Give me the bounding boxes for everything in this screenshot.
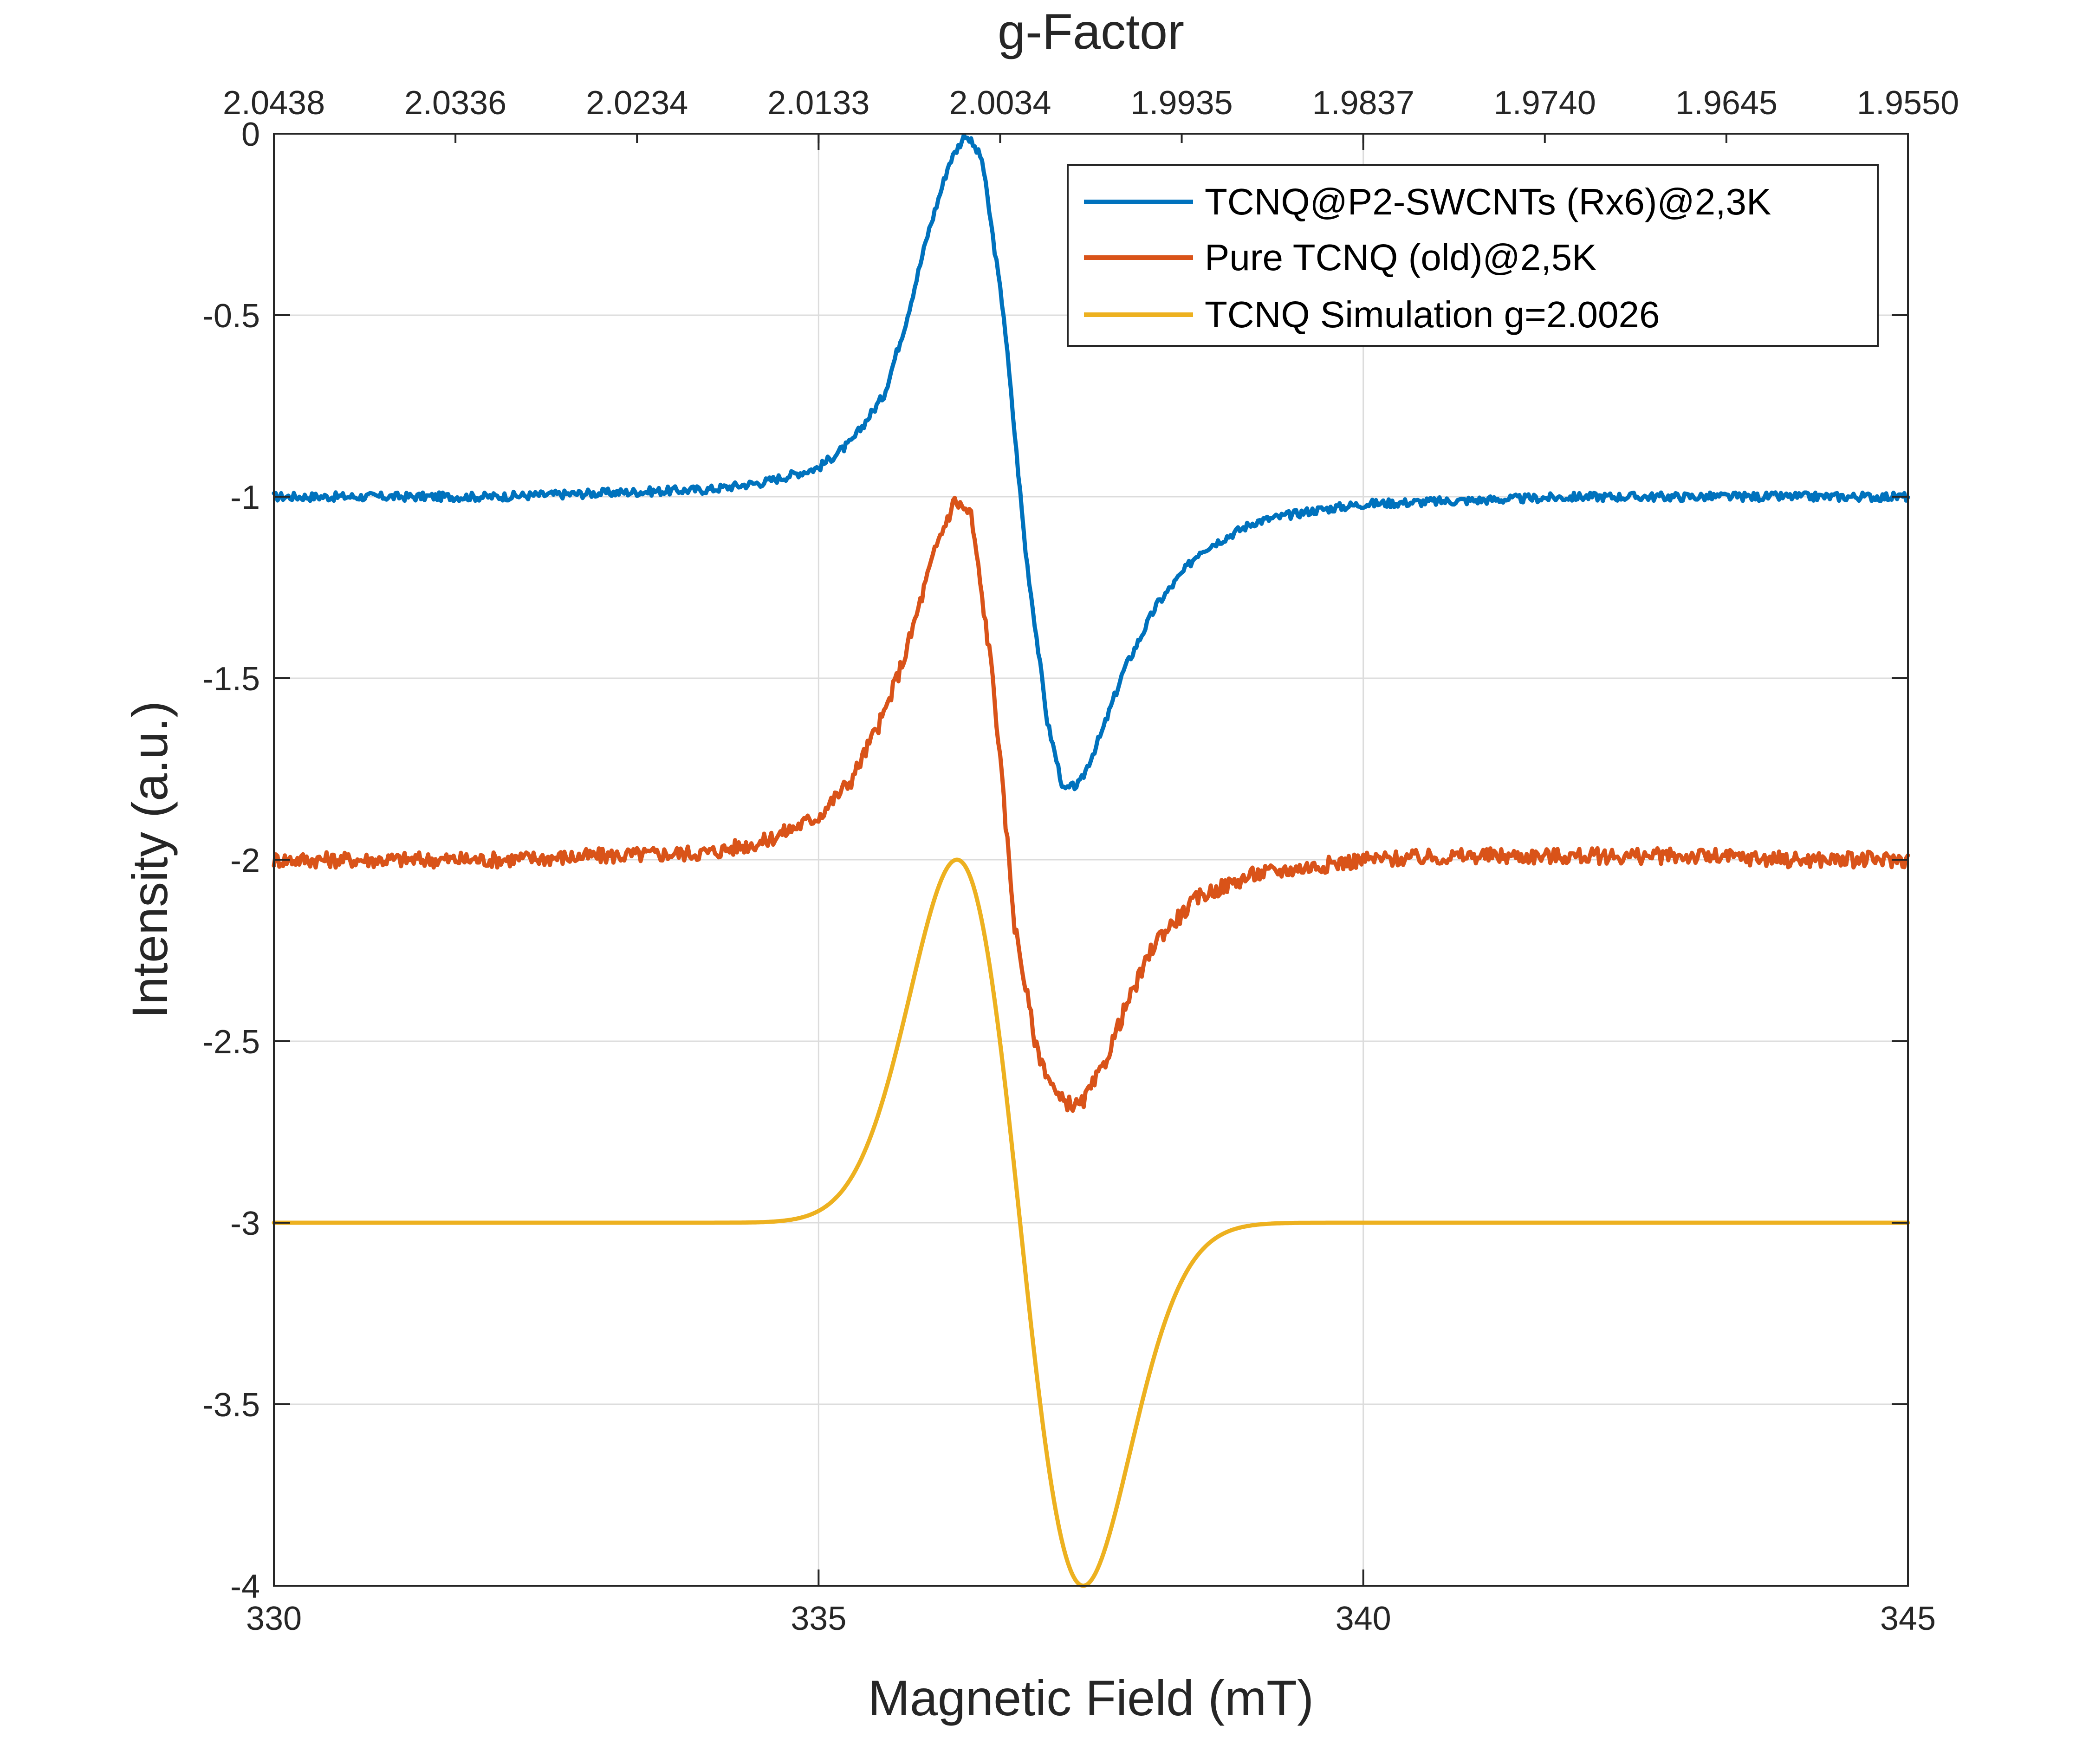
legend-label-0: TCNQ@P2-SWCNTs (Rx6)@2,3K bbox=[1205, 181, 1771, 222]
y-tick-label-7: -3.5 bbox=[202, 1387, 260, 1424]
axis-ticks: 330 335 340 345 0 -0.5 -1 -1.5 -2 -2.5 -3 -3.5 -4 2.0… bbox=[202, 84, 1959, 1637]
series-line-0 bbox=[272, 133, 1910, 791]
top-tick-label-2: 2.0234 bbox=[586, 84, 688, 122]
legend: TCNQ@P2-SWCNTs (Rx6)@2,3K Pure TCNQ (old… bbox=[1067, 164, 1879, 347]
top-tick-label-1: 2.0336 bbox=[404, 84, 506, 122]
legend-box bbox=[1067, 164, 1879, 347]
top-tick-label-5: 1.9935 bbox=[1130, 84, 1233, 122]
x-tick-label-2: 340 bbox=[1336, 1600, 1391, 1637]
top-tick-label-0: 2.0438 bbox=[223, 84, 325, 122]
top-tick-label-6: 1.9837 bbox=[1312, 84, 1414, 122]
y-tick-label-0: 0 bbox=[241, 116, 260, 153]
y-axis-title: Intensity (a.u.) bbox=[122, 701, 178, 1018]
y-tick-label-3: -1.5 bbox=[202, 661, 260, 698]
top-tick-label-9: 1.9550 bbox=[1857, 84, 1959, 122]
series-line-1 bbox=[272, 495, 1910, 1113]
top-axis-title: g-Factor bbox=[998, 3, 1184, 59]
y-tick-label-5: -2.5 bbox=[202, 1024, 260, 1061]
y-tick-label-1: -0.5 bbox=[202, 298, 260, 335]
top-tick-label-8: 1.9645 bbox=[1675, 84, 1778, 122]
plot-series bbox=[272, 133, 1910, 1588]
legend-label-2: TCNQ Simulation g=2.0026 bbox=[1205, 294, 1660, 335]
top-tick-label-4: 2.0034 bbox=[949, 84, 1051, 122]
y-tick-label-8: -4 bbox=[230, 1568, 260, 1605]
x-axis-title: Magnetic Field (mT) bbox=[868, 1670, 1314, 1726]
y-tick-label-4: -2 bbox=[230, 842, 260, 879]
x-tick-label-3: 345 bbox=[1880, 1600, 1936, 1637]
x-tick-label-0: 330 bbox=[246, 1600, 302, 1637]
x-tick-label-1: 335 bbox=[791, 1600, 846, 1637]
legend-label-1: Pure TCNQ (old)@2,5K bbox=[1205, 237, 1596, 278]
series-line-2 bbox=[272, 857, 1910, 1588]
y-tick-label-2: -1 bbox=[230, 479, 260, 516]
top-tick-label-3: 2.0133 bbox=[767, 84, 869, 122]
y-tick-label-6: -3 bbox=[230, 1205, 260, 1242]
top-tick-label-7: 1.9740 bbox=[1494, 84, 1596, 122]
